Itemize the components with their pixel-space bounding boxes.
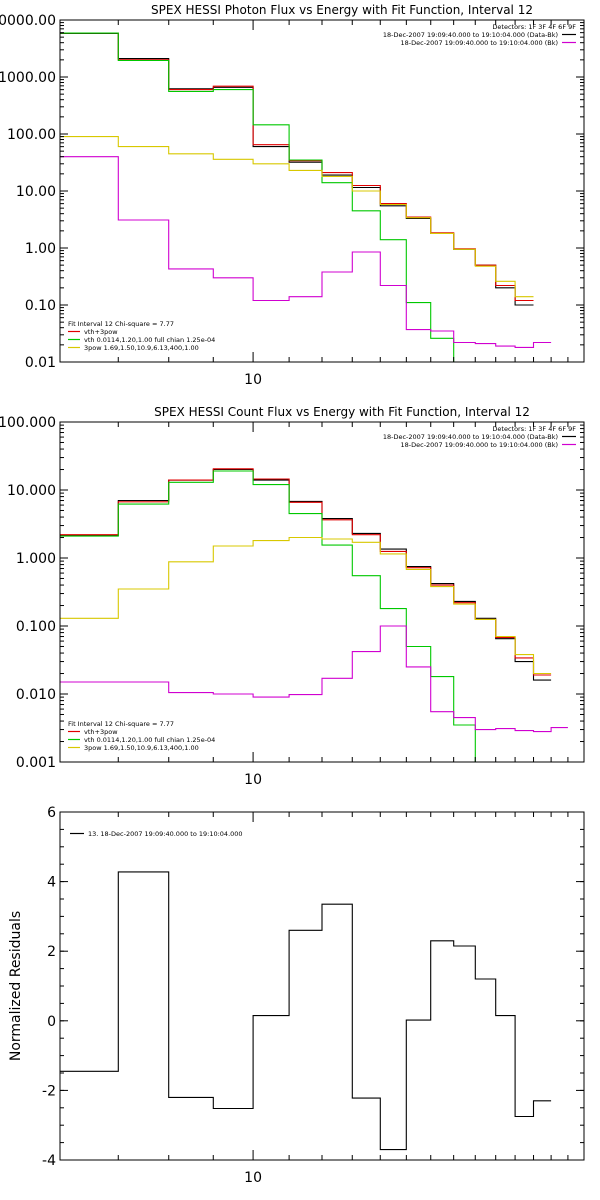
y-tick-label: 100.000 (0, 415, 56, 431)
legend-label: 13. 18-Dec-2007 19:09:40.000 to 19:10:04… (88, 830, 243, 838)
series-line-3 (60, 470, 476, 762)
y-tick-label: 0.10 (25, 298, 56, 314)
legend-bottom-header: Fit Interval 12 Chi-square = 7.77 (68, 320, 174, 328)
legend-bottom-label: vth+3pow (84, 728, 118, 736)
y-tick-label: 1000.00 (0, 70, 56, 86)
legend-bottom-label: 3pow 1.69,1.50,10.9,6.13,400,1.00 (84, 744, 199, 752)
y-tick-label: -4 (42, 1153, 56, 1169)
legend-top-label: 18-Dec-2007 19:09:40.000 to 19:10:04.000… (401, 39, 559, 47)
series-group (60, 32, 552, 362)
legend-top-label: 18-Dec-2007 19:09:40.000 to 19:10:04.000… (383, 31, 558, 39)
series-group (60, 871, 552, 1151)
series-group (60, 468, 568, 762)
series-line-4 (60, 536, 552, 675)
y-tick-label: 0.010 (16, 687, 56, 703)
y-tick-label: 0.001 (16, 755, 56, 771)
y-tick-label: 1.00 (25, 241, 56, 257)
chart-panel-2: SPEX HESSI Count Flux vs Energy with Fit… (0, 405, 585, 788)
y-tick-label: -2 (42, 1083, 56, 1099)
y-tick-label: 100.00 (7, 127, 56, 143)
y-tick-label: 0.01 (25, 355, 56, 371)
legend-top-label: 18-Dec-2007 19:09:40.000 to 19:10:04.000… (401, 441, 559, 449)
legend-bottom-header: Fit Interval 12 Chi-square = 7.77 (68, 720, 174, 728)
legend-bottom-label: vth 0.0114,1.20,1.00 full chian 1.25e-04 (84, 336, 215, 344)
series-line-4 (60, 136, 534, 298)
y-tick-label: 10.00 (16, 184, 56, 200)
x-tick-label: 10 (244, 772, 262, 788)
chart-title: SPEX HESSI Count Flux vs Energy with Fit… (154, 405, 530, 419)
legend-bottom-label: vth+3pow (84, 328, 118, 336)
y-tick-label: 10.000 (7, 483, 56, 499)
legend-top-header: Detectors: 1F 3F 4F 6F 9F (492, 23, 576, 31)
x-tick-label: 10 (244, 1170, 262, 1186)
legend-top-label: 18-Dec-2007 19:09:40.000 to 19:10:04.000… (383, 433, 558, 441)
legend-bottom-label: vth 0.0114,1.20,1.00 full chian 1.25e-04 (84, 736, 215, 744)
series-line-5 (60, 156, 552, 348)
series-line-1 (60, 871, 552, 1151)
x-tick-label: 10 (244, 372, 262, 388)
chart-panel-1: SPEX HESSI Photon Flux vs Energy with Fi… (0, 3, 585, 388)
y-tick-label: 1.000 (16, 551, 56, 567)
series-line-5 (60, 625, 568, 733)
chart-title: SPEX HESSI Photon Flux vs Energy with Fi… (151, 3, 533, 17)
series-line-2 (60, 32, 534, 302)
y-tick-label: 4 (47, 875, 56, 891)
y-tick-label: 2 (47, 944, 56, 960)
y-axis-label: Normalized Residuals (8, 911, 24, 1061)
y-tick-label: 0 (47, 1014, 56, 1030)
chart-panel-3: 6 4 2 0 -2 -4 10 Normalized Residuals 13. 18-Dec… (8, 805, 585, 1186)
y-tick-label: 0.100 (16, 619, 56, 635)
legend-bottom-label: 3pow 1.69,1.50,10.9,6.13,400,1.00 (84, 344, 199, 352)
y-tick-label: 6 (47, 805, 56, 821)
legend-top-header: Detectors: 1F 3F 4F 6F 9F (492, 425, 576, 433)
y-tick-label: 10000.00 (0, 13, 56, 29)
